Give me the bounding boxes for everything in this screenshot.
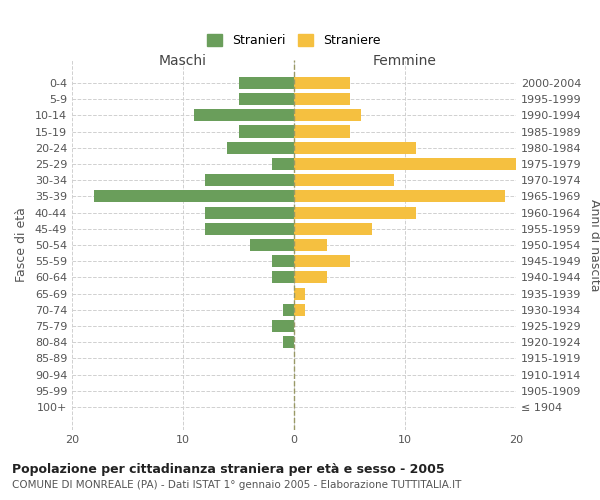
Text: Maschi: Maschi bbox=[159, 54, 207, 68]
Bar bbox=[272, 272, 294, 283]
Bar bbox=[294, 255, 349, 268]
Bar bbox=[294, 142, 416, 154]
Bar bbox=[294, 190, 505, 202]
Bar bbox=[294, 304, 305, 316]
Bar bbox=[294, 222, 372, 235]
Bar bbox=[205, 174, 294, 186]
Bar bbox=[294, 288, 305, 300]
Bar bbox=[294, 126, 349, 138]
Bar bbox=[294, 206, 416, 218]
Bar bbox=[239, 77, 294, 89]
Bar bbox=[250, 239, 294, 251]
Bar bbox=[294, 174, 394, 186]
Bar bbox=[272, 158, 294, 170]
Text: Femmine: Femmine bbox=[373, 54, 437, 68]
Y-axis label: Fasce di età: Fasce di età bbox=[15, 208, 28, 282]
Text: Popolazione per cittadinanza straniera per età e sesso - 2005: Popolazione per cittadinanza straniera p… bbox=[12, 462, 445, 475]
Bar bbox=[205, 206, 294, 218]
Bar bbox=[294, 77, 349, 89]
Bar bbox=[239, 126, 294, 138]
Y-axis label: Anni di nascita: Anni di nascita bbox=[589, 198, 600, 291]
Bar bbox=[205, 222, 294, 235]
Bar bbox=[294, 272, 328, 283]
Bar bbox=[227, 142, 294, 154]
Bar bbox=[272, 255, 294, 268]
Bar bbox=[283, 304, 294, 316]
Bar bbox=[94, 190, 294, 202]
Bar bbox=[272, 320, 294, 332]
Bar bbox=[239, 93, 294, 105]
Bar bbox=[194, 109, 294, 122]
Bar bbox=[283, 336, 294, 348]
Bar bbox=[294, 239, 328, 251]
Text: COMUNE DI MONREALE (PA) - Dati ISTAT 1° gennaio 2005 - Elaborazione TUTTITALIA.I: COMUNE DI MONREALE (PA) - Dati ISTAT 1° … bbox=[12, 480, 461, 490]
Bar bbox=[294, 158, 516, 170]
Bar bbox=[294, 109, 361, 122]
Bar bbox=[294, 93, 349, 105]
Legend: Stranieri, Straniere: Stranieri, Straniere bbox=[202, 29, 386, 52]
